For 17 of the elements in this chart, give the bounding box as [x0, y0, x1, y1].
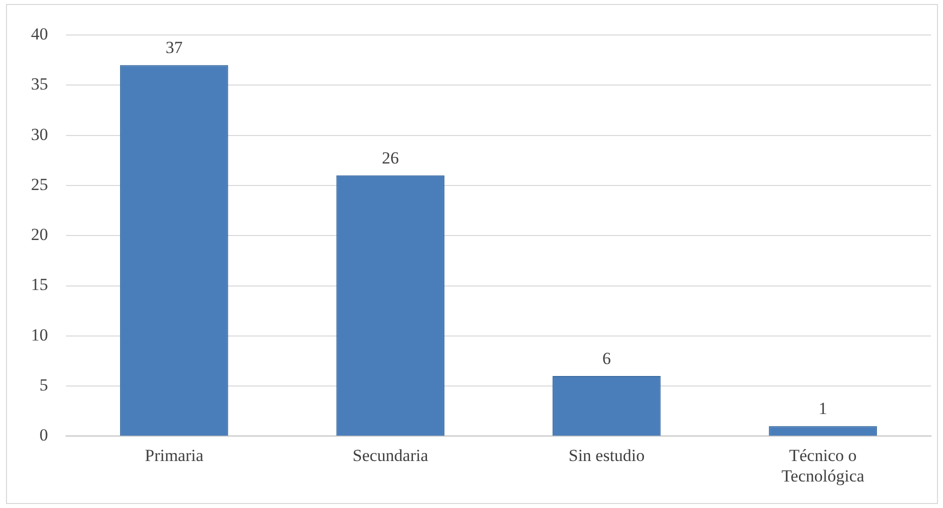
data-label: 1 [818, 399, 828, 418]
y-tick-label: 10 [31, 325, 48, 344]
x-tick-label: Sin estudio [568, 446, 645, 465]
x-tick-label: Técnico o Tecnológica [781, 446, 865, 486]
y-tick-label: 25 [31, 174, 48, 194]
data-label: 26 [382, 148, 399, 168]
x-tick-label: Secundaria [352, 446, 429, 465]
y-tick-label: 30 [31, 124, 48, 144]
data-label: 6 [602, 348, 611, 368]
data-label: 37 [166, 38, 184, 58]
y-tick-label: 40 [31, 24, 48, 44]
x-tick-label: Primaria [144, 446, 204, 465]
y-tick-label: 0 [40, 426, 48, 445]
y-tick-label: 5 [40, 376, 48, 395]
y-tick-label: 35 [31, 74, 48, 94]
y-tick-label: 20 [31, 225, 48, 244]
y-tick-label: 15 [31, 275, 48, 294]
